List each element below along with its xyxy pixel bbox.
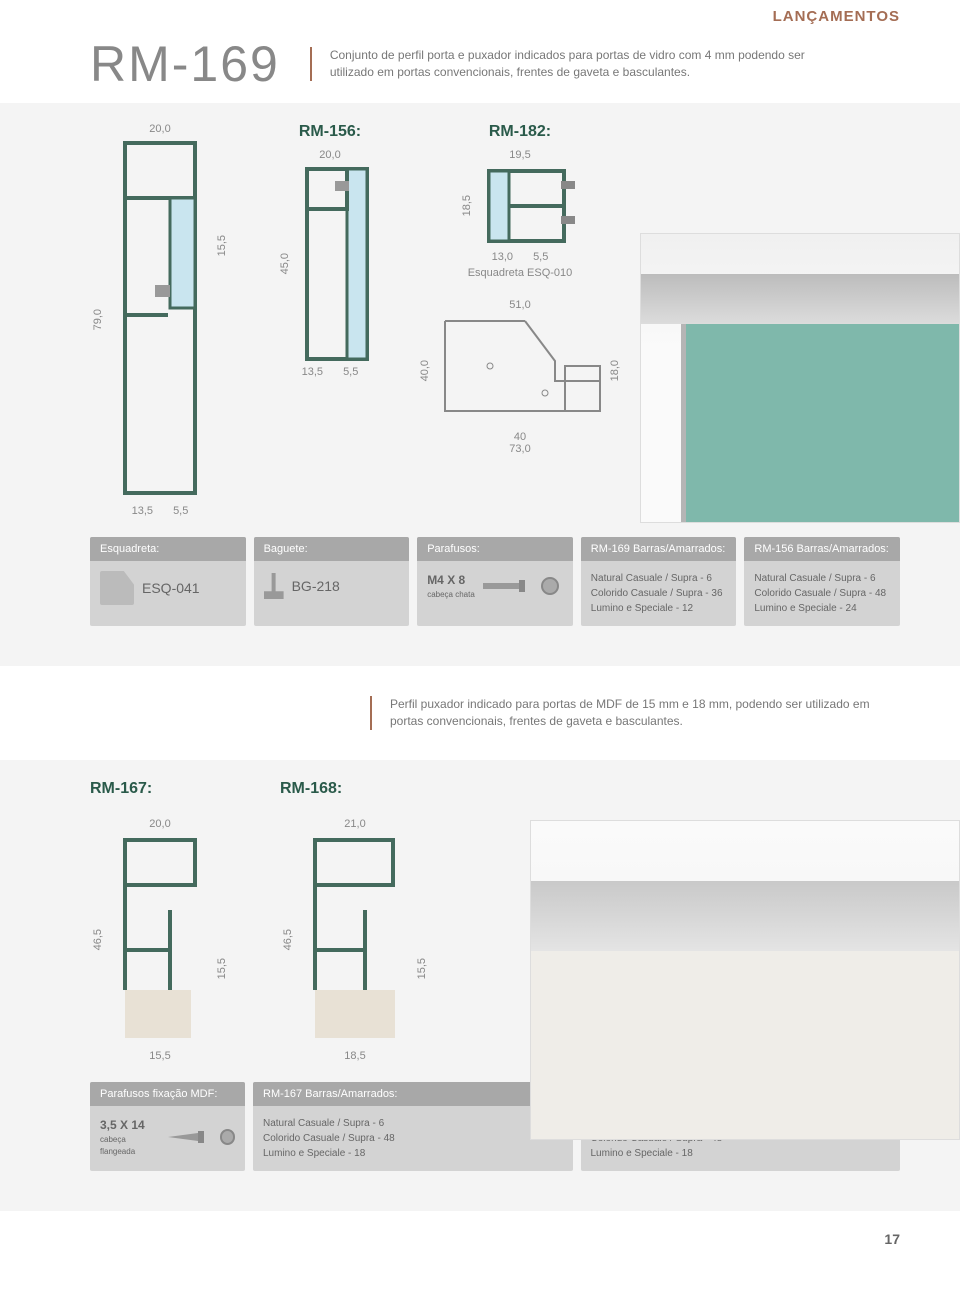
caption: Esquadreta ESQ-010	[468, 267, 573, 279]
info-header: Parafusos:	[417, 537, 573, 561]
info-line: Natural Casuale / Supra - 6	[591, 571, 727, 586]
dim-label: 46,5	[92, 929, 104, 950]
info-header: Parafusos fixação MDF:	[90, 1082, 245, 1106]
profile-svg	[110, 830, 210, 1050]
baguete-icon	[264, 573, 284, 599]
profile-rm156: RM-156: 20,0 45,0 13,5 5,5	[270, 123, 390, 378]
profile-rm169: 20,0 79,0 15,5 13,5 5,5	[90, 123, 230, 517]
info-rm167-barras: RM-167 Barras/Amarrados: Natural Casuale…	[253, 1082, 573, 1171]
dim-label: 5,5	[343, 366, 358, 378]
info-line: Colorido Casuale / Supra - 48	[754, 586, 890, 601]
dim-label: 20,0	[149, 818, 170, 830]
washer-icon	[220, 1129, 235, 1145]
page-title: RM-169	[90, 35, 280, 93]
dim-label: 13,5	[132, 505, 153, 517]
info-header: RM-169 Barras/Amarrados:	[581, 537, 737, 561]
info-parafusos: Parafusos: M4 X 8 cabeça chata	[417, 537, 573, 626]
dim-label: 5,5	[173, 505, 188, 517]
profile-svg	[300, 830, 410, 1050]
info-line: Colorido Casuale / Supra - 48	[263, 1131, 563, 1146]
screw-icon	[483, 579, 533, 593]
info-esquadreta: Esquadreta: ESQ-041	[90, 537, 246, 626]
product-label: RM-168:	[280, 780, 342, 798]
title-row: RM-169 Conjunto de perfil porta e puxado…	[0, 25, 960, 103]
info-baguete: Baguete: BG-218	[254, 537, 410, 626]
product-label: RM-182:	[489, 123, 551, 141]
dim-label: 40	[419, 431, 621, 443]
info-label: BG-218	[292, 576, 340, 597]
info-line: Natural Casuale / Supra - 6	[263, 1116, 563, 1131]
dim-label: 51,0	[419, 299, 621, 311]
info-header: RM-167 Barras/Amarrados:	[253, 1082, 573, 1106]
esquadreta-icon	[100, 571, 134, 605]
profile-svg	[479, 161, 579, 251]
dim-label: 20,0	[149, 123, 170, 135]
dim-label: 5,5	[533, 251, 548, 263]
profile-svg	[297, 161, 382, 366]
info-line: Lumino e Speciale - 12	[591, 601, 727, 616]
info-header: Baguete:	[254, 537, 410, 561]
info-line: Natural Casuale / Supra - 6	[754, 571, 890, 586]
info-row-1: Esquadreta: ESQ-041 Baguete: BG-218 Para…	[90, 537, 900, 626]
dim-label: 18,5	[461, 195, 473, 216]
dim-label: 45,0	[279, 253, 291, 274]
info-sub: cabeça chata	[427, 589, 475, 601]
info-label: 3,5 X 14	[100, 1116, 160, 1134]
info-line: Lumino e Speciale - 18	[591, 1146, 891, 1161]
dim-label: 15,5	[216, 958, 228, 979]
dim-label: 40,0	[419, 360, 431, 381]
dim-label: 13,5	[302, 366, 323, 378]
info-sub: cabeça flangeada	[100, 1134, 160, 1158]
dim-label: 13,0	[492, 251, 513, 263]
info-parafusos-mdf: Parafusos fixação MDF: 3,5 X 14 cabeça f…	[90, 1082, 245, 1171]
info-header: Esquadreta:	[90, 537, 246, 561]
header-label: LANÇAMENTOS	[0, 0, 960, 25]
screw-icon	[168, 1130, 212, 1144]
dim-label: 46,5	[282, 929, 294, 950]
product-label: RM-156:	[299, 123, 361, 141]
dim-label: 79,0	[92, 309, 104, 330]
info-line: Colorido Casuale / Supra - 36	[591, 586, 727, 601]
section-1: 20,0 79,0 15,5 13,5 5,5	[0, 103, 960, 666]
page-number: 17	[0, 1211, 960, 1267]
description-1: Conjunto de perfil porta e puxador indic…	[330, 47, 850, 81]
profile-svg	[110, 135, 210, 505]
info-line: Lumino e Speciale - 18	[263, 1146, 563, 1161]
info-header: RM-156 Barras/Amarrados:	[744, 537, 900, 561]
dim-label: 20,0	[319, 149, 340, 161]
description-2: Perfil puxador indicado para portas de M…	[370, 696, 900, 730]
washer-icon	[541, 577, 559, 595]
dim-label: 15,5	[149, 1050, 170, 1062]
info-line: Lumino e Speciale - 24	[754, 601, 890, 616]
dim-label: 18,0	[609, 360, 621, 381]
info-label: ESQ-041	[142, 578, 200, 599]
dim-label: 18,5	[344, 1050, 365, 1062]
info-label: M4 X 8	[427, 571, 475, 589]
profile-rm167: RM-167: 20,0 46,5 15,5 15,5	[90, 780, 230, 1062]
dim-label: 15,5	[416, 958, 428, 979]
info-rm156-barras: RM-156 Barras/Amarrados: Natural Casuale…	[744, 537, 900, 626]
dim-label: 21,0	[344, 818, 365, 830]
info-rm169-barras: RM-169 Barras/Amarrados: Natural Casuale…	[581, 537, 737, 626]
product-label: RM-167:	[90, 780, 152, 798]
profile-rm182: RM-182: 19,5 18,5 13,0 5,5 Esqu	[430, 123, 610, 455]
dim-label: 19,5	[509, 149, 530, 161]
assembly-svg	[435, 311, 605, 431]
dim-label: 15,5	[216, 235, 228, 256]
section-2: RM-167: 20,0 46,5 15,5 15,5 R	[0, 760, 960, 1211]
product-photo-2	[530, 820, 960, 1140]
profile-rm168: RM-168: 21,0 46,5 15,5 18,5	[280, 780, 430, 1062]
dim-label: 73,0	[419, 443, 621, 455]
